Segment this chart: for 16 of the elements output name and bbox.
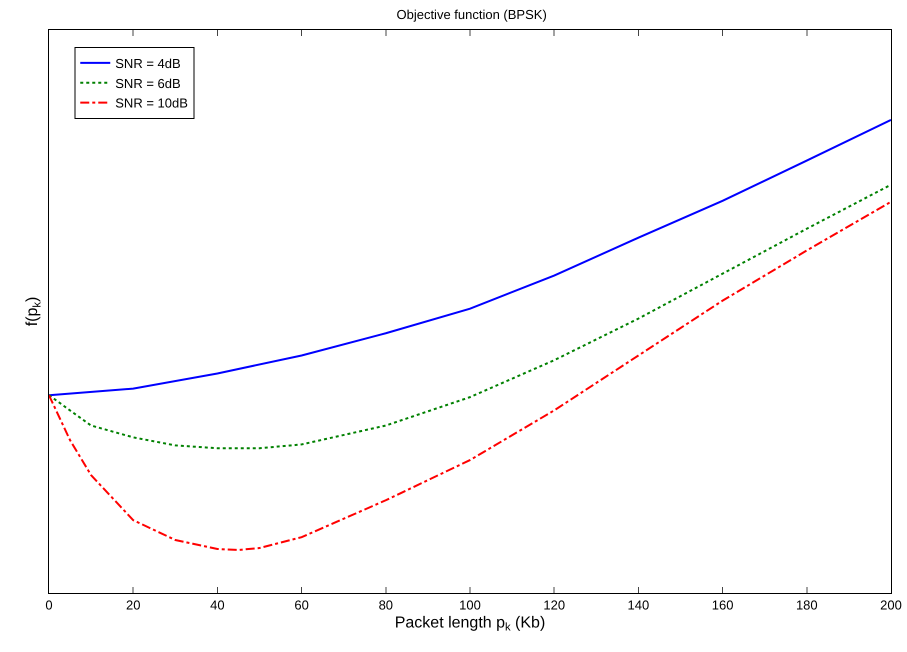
x-tick-label: 0 (45, 598, 53, 613)
chart-title: Objective function (BPSK) (396, 6, 547, 22)
x-tick-label: 180 (796, 598, 818, 613)
x-tick-label: 200 (880, 598, 902, 613)
x-tick-label: 80 (378, 598, 394, 613)
x-tick-label: 140 (628, 598, 650, 613)
x-tick-label: 20 (126, 598, 140, 613)
x-axis-title: Packet length p$_{k}$ (Kb) (394, 614, 546, 634)
x-tick-label: 160 (712, 598, 734, 613)
legend-label: SNR = 10dB (115, 96, 188, 111)
x-tick-label: 60 (294, 598, 309, 613)
x-tick-label: 120 (543, 598, 566, 613)
x-tick-label: 100 (459, 598, 481, 613)
legend-label: SNR = 6dB (115, 76, 181, 91)
legend-label: SNR = 4dB (115, 56, 181, 71)
x-tick-label: 40 (210, 598, 225, 613)
